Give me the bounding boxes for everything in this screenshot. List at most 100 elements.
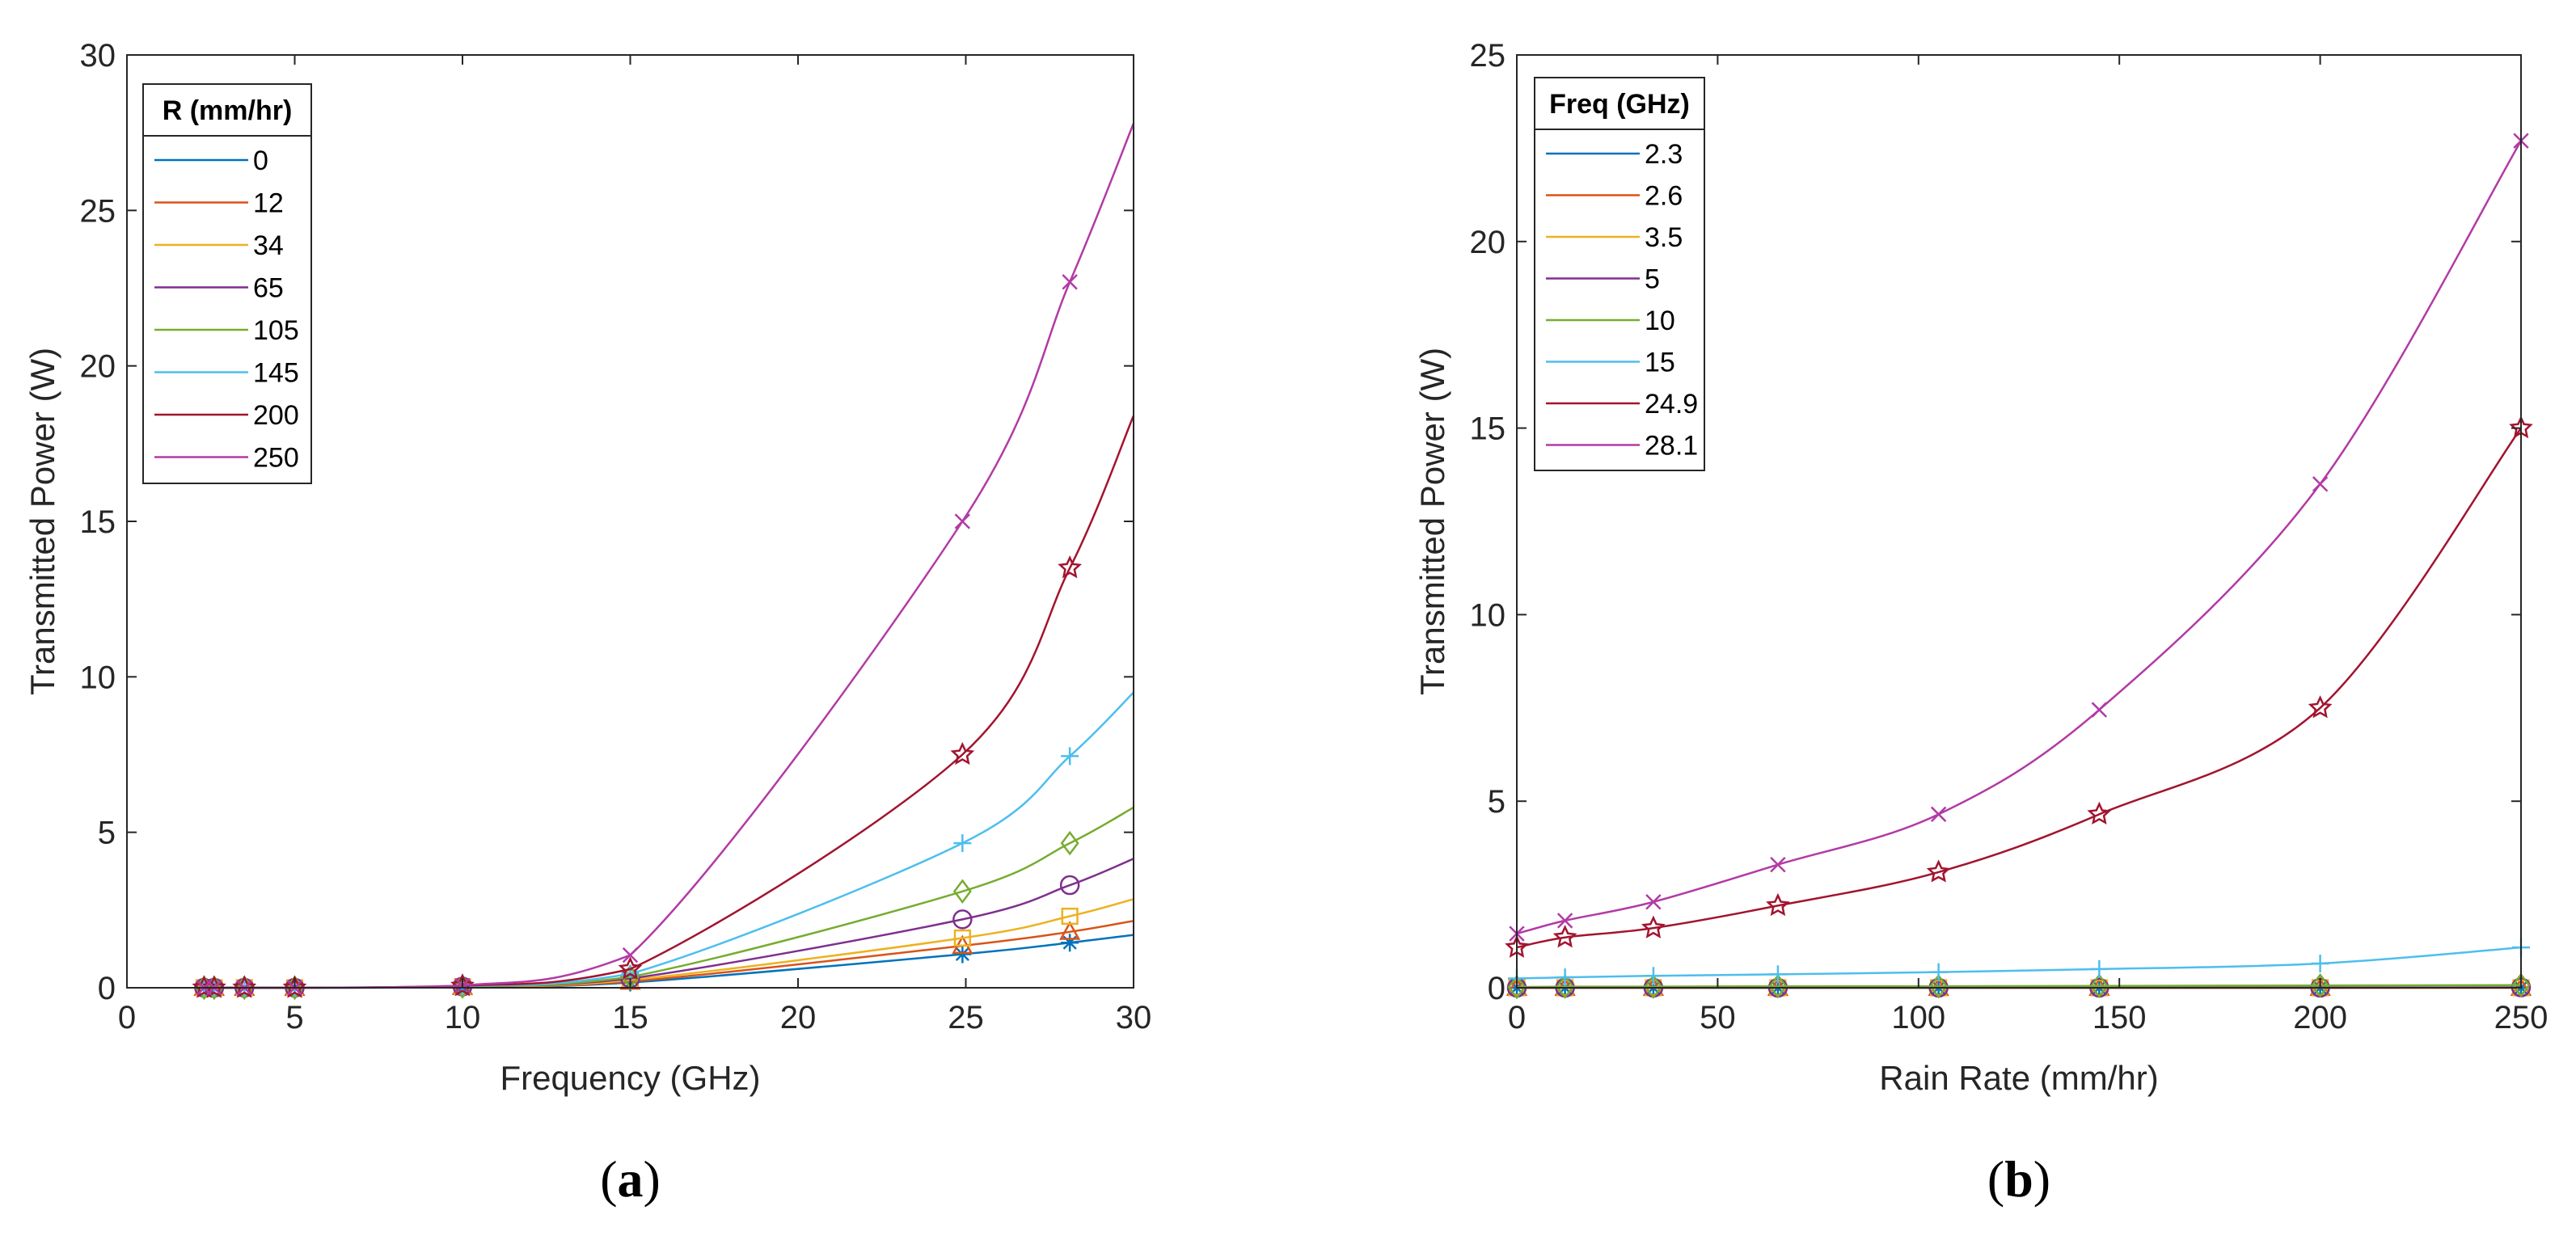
data-point-15-4 [1929, 963, 1948, 981]
x-tick-label: 10 [445, 1000, 481, 1035]
caption-close-paren: ) [644, 1150, 661, 1208]
data-point-0-6 [953, 945, 972, 964]
data-point-200-3 [282, 975, 307, 998]
y-tick-label: 15 [1470, 411, 1506, 447]
legend-box [142, 83, 312, 484]
data-point-250-6 [954, 513, 971, 529]
data-point-28.1-4 [1930, 806, 1947, 823]
data-point-28.1-2 [1645, 894, 1662, 910]
y-tick-label: 30 [80, 38, 116, 74]
caption-letter: b [2004, 1150, 2033, 1208]
data-point-28.1-1 [1556, 913, 1573, 929]
legend-label-15: 15 [1645, 348, 1675, 378]
chart-panel-b: 0 50 100 150 200 250 0 5 10 15 20 25 Rain Rate (mm/… [1413, 38, 2548, 1208]
data-point-24.9-3 [1766, 892, 1790, 917]
y-axis-label-a: Transmitted Power (W) [23, 348, 61, 695]
legend-label-65: 65 [253, 273, 284, 304]
data-point-15-6 [2311, 955, 2329, 972]
data-point-145-6 [953, 834, 972, 853]
data-point-10-4 [1929, 973, 1949, 999]
caption-open-paren: ( [600, 1150, 617, 1208]
legend-label-250: 250 [253, 443, 299, 474]
x-tick-label: 0 [118, 1000, 136, 1035]
panel-caption-b: (b) [1987, 1150, 2050, 1208]
data-point-200-2 [232, 975, 257, 998]
data-point-10-6 [2311, 972, 2330, 998]
x-tick-label: 250 [2494, 1000, 2549, 1035]
data-point-28.1-5 [2091, 702, 2108, 718]
x-tick-label: 25 [948, 1000, 984, 1035]
chart-panel-a: 0 5 10 15 20 25 30 0 5 10 15 20 25 30 Frequency (GHz)… [23, 38, 1151, 1208]
axis-ticks-b: 0 50 100 150 200 250 0 5 10 15 20 25 [1470, 38, 2549, 1035]
series-line-28.1 [1516, 140, 2523, 935]
y-tick-label: 15 [80, 504, 116, 540]
legend-label-12: 12 [253, 188, 284, 219]
y-tick-label: 10 [80, 660, 116, 695]
data-point-10-1 [1556, 974, 1575, 999]
x-tick-label: 20 [780, 1000, 817, 1035]
x-tick-label: 200 [2293, 1000, 2347, 1035]
legend-title: Freq (GHz) [1549, 89, 1690, 120]
data-point-15-2 [1644, 967, 1662, 985]
y-tick-label: 5 [98, 816, 116, 851]
data-point-65-6 [952, 909, 973, 930]
data-point-250-5 [622, 947, 639, 964]
legend-label-5: 5 [1645, 264, 1660, 295]
caption-letter: a [618, 1150, 644, 1208]
data-point-28.1-6 [2312, 476, 2329, 492]
data-point-24.9-6 [2308, 695, 2333, 719]
series-line-24.9 [1516, 427, 2523, 949]
y-tick-label: 10 [1470, 597, 1506, 633]
legend-label-28.1: 28.1 [1645, 431, 1698, 462]
data-point-200-7 [1058, 555, 1083, 579]
data-point-0-7 [1061, 934, 1079, 952]
legend-label-24.9: 24.9 [1645, 389, 1698, 420]
data-point-10-2 [1644, 974, 1663, 999]
data-point-15-1 [1556, 968, 1574, 987]
legend-title: R (mm/hr) [163, 95, 293, 126]
data-point-10-5 [2089, 973, 2109, 998]
data-point-200-5 [618, 956, 643, 980]
y-tick-label: 20 [80, 349, 116, 385]
data-point-24.9-4 [1926, 859, 1951, 883]
data-point-10-0 [1507, 974, 1527, 1000]
y-tick-label: 25 [1470, 38, 1506, 74]
legend-box [1534, 77, 1705, 471]
data-point-24.9-2 [1641, 915, 1666, 938]
data-point-10-3 [1768, 973, 1788, 999]
legend-label-0: 0 [253, 145, 268, 176]
data-point-105-7 [1060, 830, 1079, 856]
x-tick-label: 5 [285, 1000, 303, 1035]
legend-a: R (mm/hr) 0 12 34 65 105 145 200 250 [142, 83, 312, 484]
data-point-250-7 [1062, 274, 1078, 290]
data-point-28.1-3 [1770, 856, 1786, 873]
data-point-200-6 [950, 741, 975, 765]
legend-label-34: 34 [253, 230, 284, 261]
x-tick-label: 30 [1116, 1000, 1152, 1035]
data-point-145-7 [1061, 747, 1079, 765]
x-tick-label: 150 [2092, 1000, 2147, 1035]
x-tick-label: 100 [1891, 1000, 1945, 1035]
data-point-34-6 [953, 929, 971, 947]
data-point-15-5 [2090, 959, 2109, 978]
data-point-200-4 [450, 973, 475, 997]
axes-frame-b [1516, 54, 2522, 989]
caption-open-paren: ( [1987, 1150, 2004, 1208]
x-tick-label: 15 [612, 1000, 648, 1035]
legend-label-105: 105 [253, 315, 299, 346]
data-point-15-3 [1768, 965, 1787, 984]
y-tick-label: 25 [80, 193, 116, 229]
y-tick-label: 0 [1488, 971, 1505, 1006]
legend-label-145: 145 [253, 358, 299, 389]
legend-label-200: 200 [253, 400, 299, 431]
legend-b: Freq (GHz) 2.3 2.6 3.5 5 10 15 24.9 28.1 [1534, 77, 1705, 471]
y-tick-label: 20 [1470, 225, 1506, 260]
x-axis-label-b: Rain Rate (mm/hr) [1879, 1059, 2158, 1097]
legend-label-3.5: 3.5 [1645, 222, 1683, 253]
y-axis-label-b: Transmitted Power (W) [1413, 348, 1451, 695]
data-point-24.9-5 [2087, 801, 2112, 825]
legend-label-2.6: 2.6 [1645, 181, 1683, 212]
x-axis-label-a: Frequency (GHz) [500, 1059, 760, 1097]
x-tick-label: 0 [1508, 1000, 1526, 1035]
y-tick-label: 0 [98, 971, 116, 1006]
